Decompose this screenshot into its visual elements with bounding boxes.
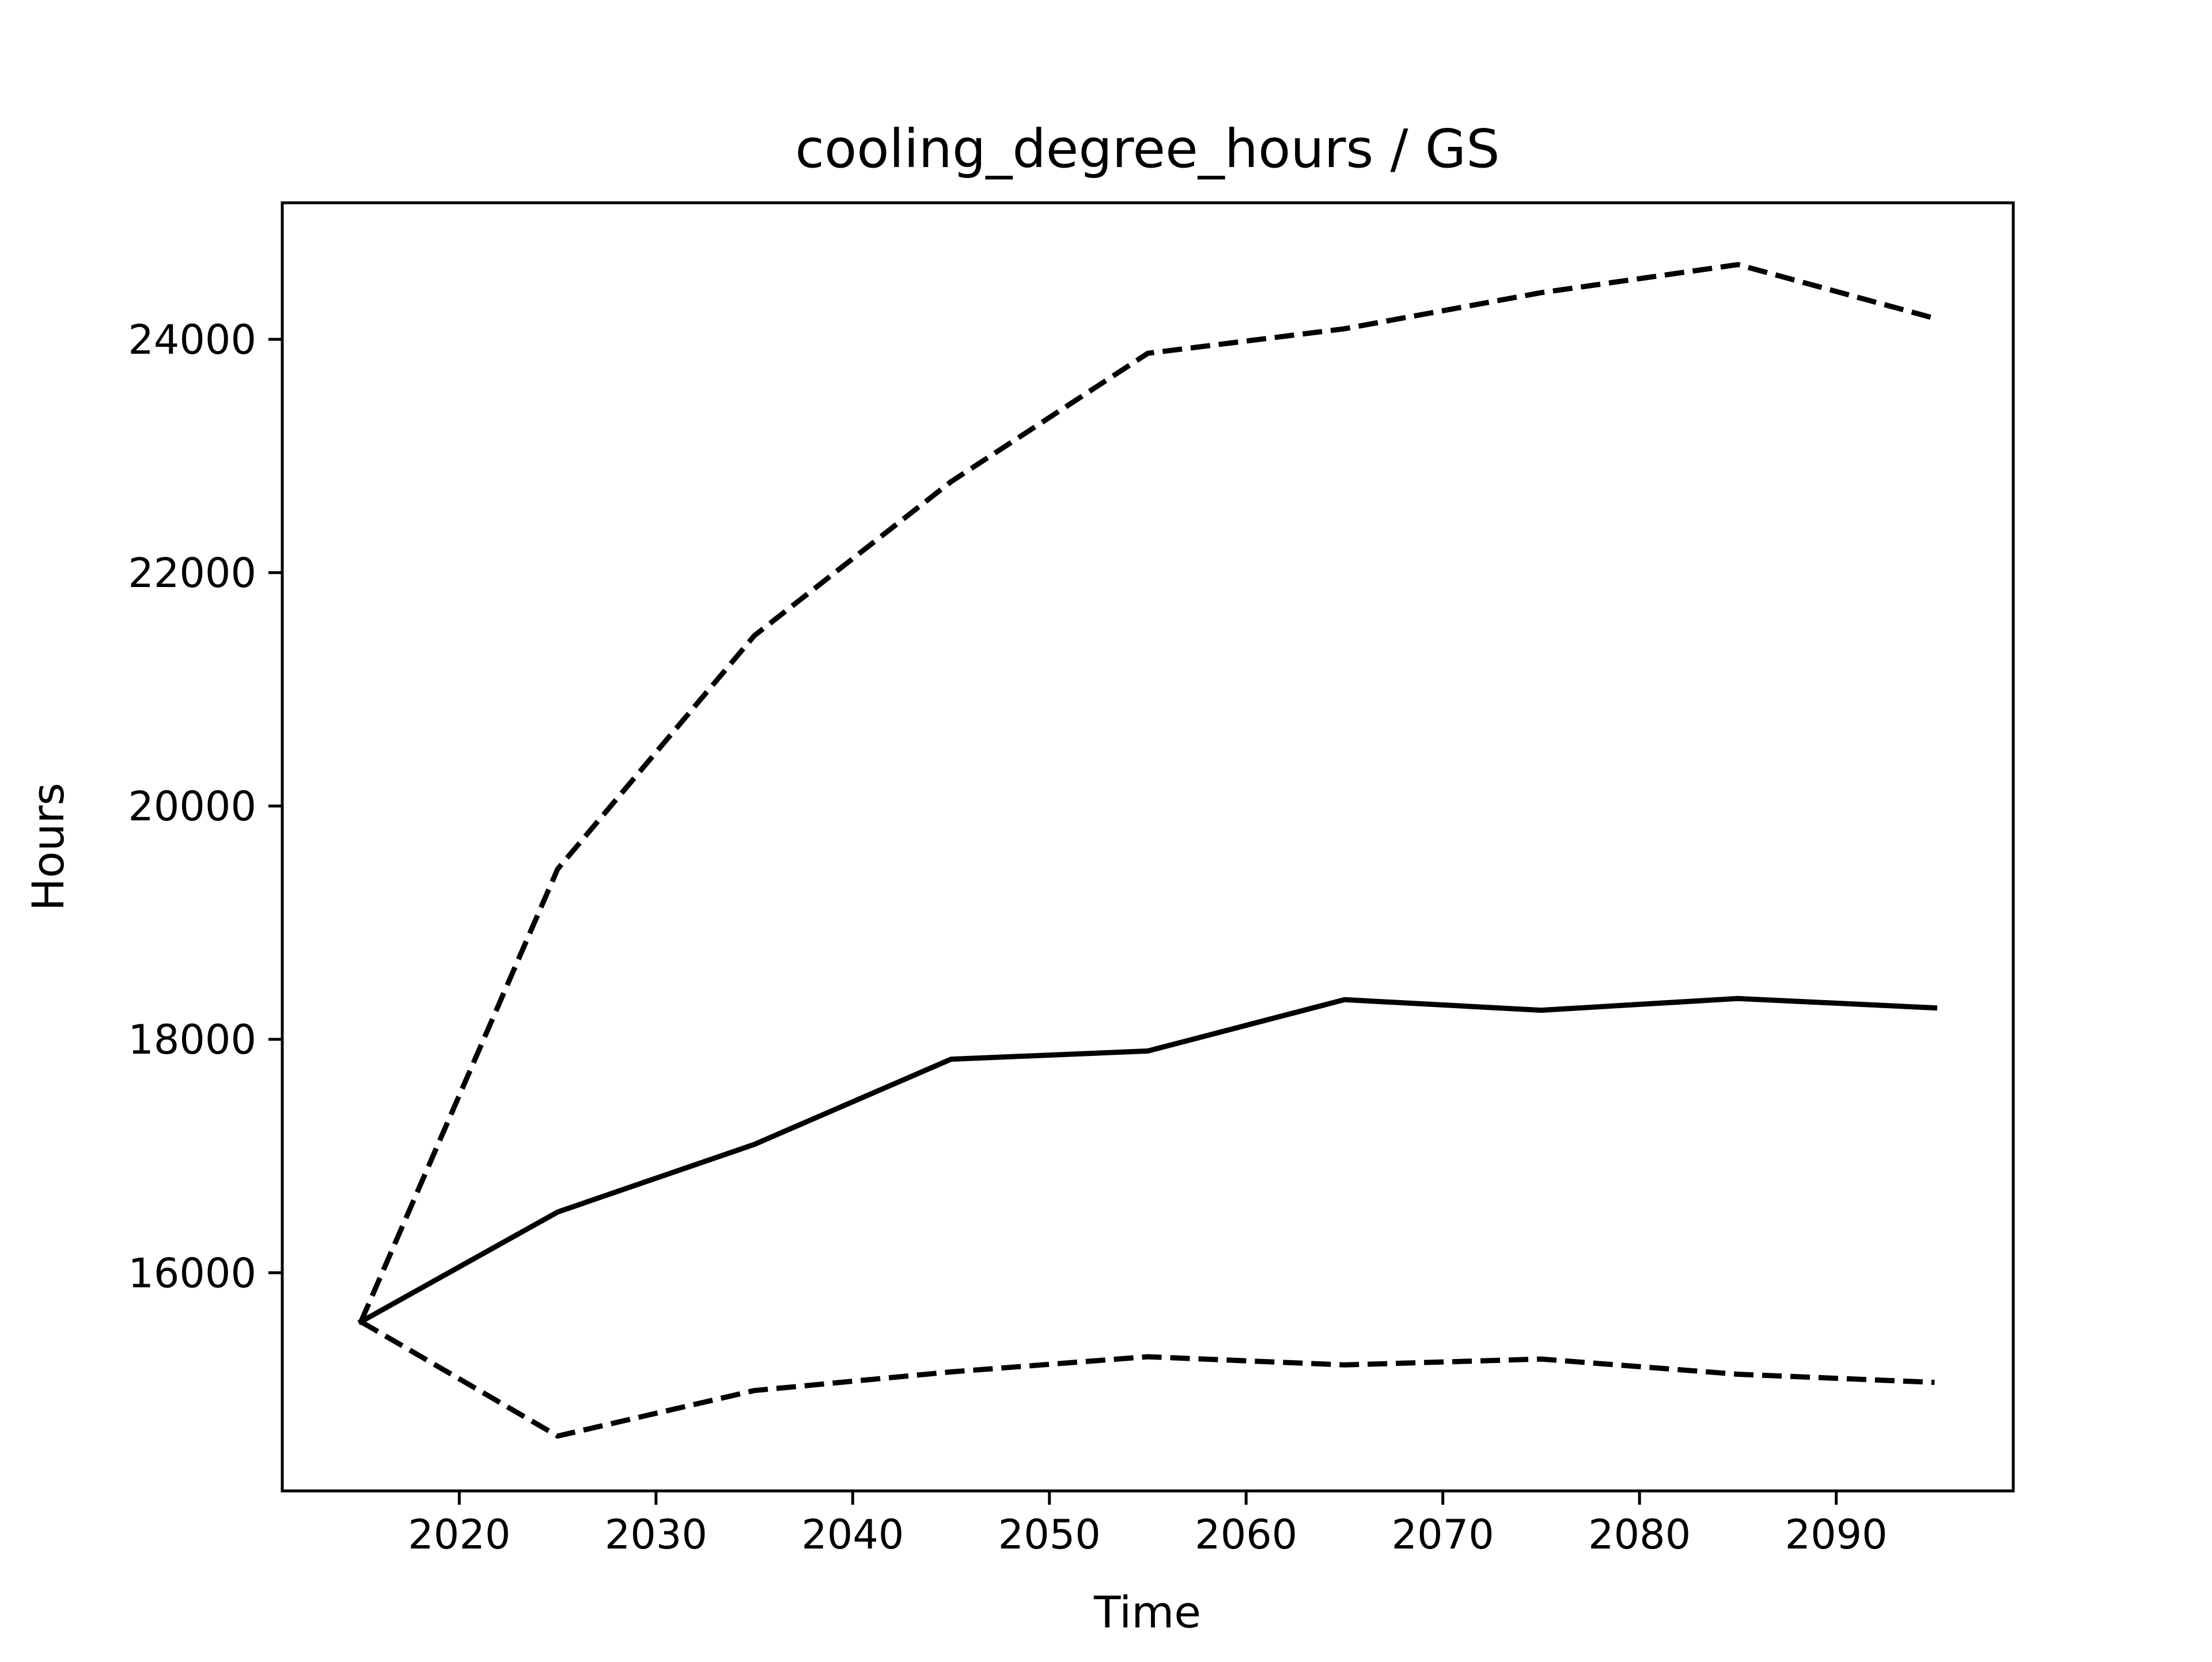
- x-tick-label: 2040: [801, 1511, 904, 1558]
- y-axis-label: Hours: [22, 783, 74, 911]
- x-tick-label: 2030: [605, 1511, 707, 1558]
- x-tick-label: 2070: [1392, 1511, 1494, 1558]
- x-axis-label: Time: [1093, 1587, 1201, 1638]
- x-axis: 2020 2030 2040 2050 2060 2070 2080 2090: [408, 1491, 1888, 1558]
- y-tick-label: 16000: [128, 1250, 256, 1297]
- x-tick-label: 2020: [408, 1511, 510, 1558]
- x-tick-label: 2090: [1785, 1511, 1888, 1558]
- series-line-3: [359, 1319, 1935, 1439]
- x-tick-label: 2050: [998, 1511, 1101, 1558]
- series-layer: [357, 262, 1938, 1439]
- x-tick-label: 2080: [1588, 1511, 1691, 1558]
- y-tick-label: 22000: [128, 550, 256, 597]
- x-tick-label: 2060: [1195, 1511, 1297, 1558]
- chart-title: cooling_degree_hours / GS: [795, 118, 1499, 180]
- y-tick-label: 24000: [128, 316, 256, 364]
- series-line-2: [358, 262, 1936, 1323]
- y-axis: 16000 18000 20000 22000 24000: [128, 316, 282, 1297]
- plot-area-frame: [281, 201, 2015, 1493]
- y-tick-label: 20000: [128, 783, 256, 830]
- y-tick-label: 18000: [128, 1016, 256, 1063]
- series-line-1: [357, 995, 1938, 1326]
